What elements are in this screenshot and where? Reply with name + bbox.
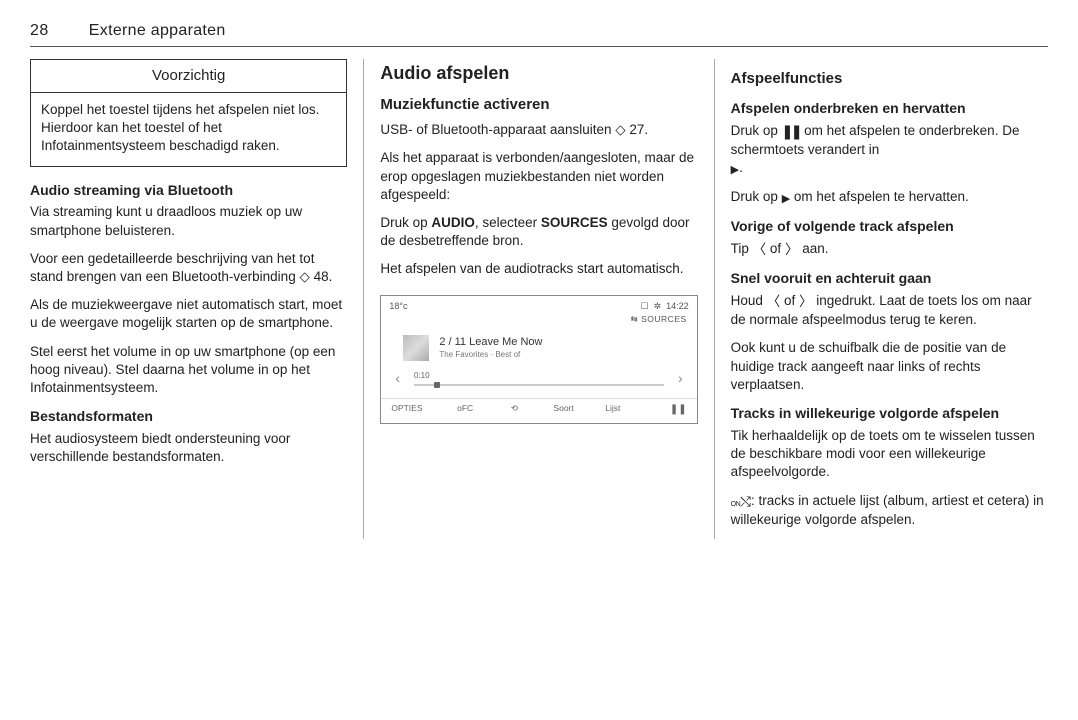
para-shuffle-2: ON⤭: tracks in actuele lijst (album, art… bbox=[731, 492, 1048, 529]
heading-prevnext: Vorige of volgende track afspelen bbox=[731, 217, 1048, 236]
para-connect-a: USB- of Bluetooth-apparaat aansluiten bbox=[380, 122, 615, 137]
prev-icon: ‹ bbox=[395, 369, 400, 388]
sh2: : tracks in actuele lijst (album, arties… bbox=[731, 493, 1044, 527]
para-slider: Ook kunt u de schuifbalk die de positie … bbox=[731, 339, 1048, 394]
heading-formats: Bestandsformaten bbox=[30, 407, 347, 426]
para-prevnext: Tip 〈 of 〉 aan. bbox=[731, 240, 1048, 259]
para-pause-2: Druk op ▶ om het afspelen te hervatten. bbox=[731, 188, 1048, 207]
infotainment-screenshot: 18°c ☐ ✲ 14:22 ⇆ SOURCES 2 / 11 Leave Me… bbox=[380, 295, 697, 424]
ss-clock: ☐ ✲ 14:22 bbox=[641, 300, 689, 312]
pn-c: aan. bbox=[798, 241, 828, 256]
para-formats: Het audiosysteem biedt ondersteuning voo… bbox=[30, 430, 347, 466]
ss-track-title: 2 / 11 Leave Me Now bbox=[439, 335, 542, 350]
heading-audio-playback: Audio afspelen bbox=[380, 61, 697, 85]
para-bt-3: Als de muziekweergave niet automatisch s… bbox=[30, 296, 347, 332]
ss-status-bar: 18°c ☐ ✲ 14:22 bbox=[381, 296, 696, 314]
para-auto-play: Het afspelen van de audiotracks start au… bbox=[380, 260, 697, 278]
para-if-connected: Als het apparaat is verbonden/aangeslote… bbox=[380, 149, 697, 204]
shuffle-on-icon: ON⤭ bbox=[731, 493, 751, 511]
next-icon: › bbox=[678, 369, 683, 388]
para-bt-1: Via streaming kunt u draadloos muziek op… bbox=[30, 203, 347, 239]
para-ffwd: Houd 〈 of 〉 ingedrukt. Laat de toets los… bbox=[731, 292, 1048, 329]
p3a: Druk op bbox=[380, 215, 431, 230]
chevron-right-icon: 〉 bbox=[785, 241, 799, 259]
heading-bluetooth: Audio streaming via Bluetooth bbox=[30, 181, 347, 200]
page-number: 28 bbox=[30, 20, 49, 42]
progress-bar-icon bbox=[414, 384, 664, 386]
p3b: , selecteer bbox=[475, 215, 541, 230]
para-bt-2a: Voor een gedetailleerde beschrijving van… bbox=[30, 251, 314, 284]
page-ref-27: ◇ 27 bbox=[615, 122, 644, 137]
para-pause-1: Druk op ❚❚ om het afspelen te onderbreke… bbox=[731, 122, 1048, 178]
pp2b: om het afspelen te hervatten. bbox=[790, 189, 969, 204]
chevron-right-icon-2: 〉 bbox=[799, 293, 813, 311]
pause-icon: ❚❚ bbox=[782, 123, 801, 141]
para-bt-2b: . bbox=[329, 269, 333, 284]
pp2a: Druk op bbox=[731, 189, 782, 204]
ss-btn-sort: Soort bbox=[539, 403, 588, 417]
column-1: Voorzichtig Koppel het toestel tijdens h… bbox=[30, 59, 363, 539]
column-3: Afspeelfuncties Afspelen onderbreken en … bbox=[714, 59, 1048, 539]
ss-track-row: 2 / 11 Leave Me Now The Favorites · Best… bbox=[381, 331, 696, 363]
pn-a: Tip bbox=[731, 241, 753, 256]
pn-b: of bbox=[766, 241, 785, 256]
para-connect: USB- of Bluetooth-apparaat aansluiten ◇ … bbox=[380, 121, 697, 139]
ss-progress: 0:10 bbox=[414, 371, 664, 386]
column-2: Audio afspelen Muziekfunctie activeren U… bbox=[363, 59, 713, 539]
ss-btn-options: OPTIES bbox=[391, 403, 440, 417]
heading-shuffle: Tracks in willekeurige volgorde afspelen bbox=[731, 404, 1048, 423]
label-audio: AUDIO bbox=[431, 215, 475, 230]
ss-sources-label: ⇆ SOURCES bbox=[381, 314, 696, 331]
heading-playback-functions: Afspeelfuncties bbox=[731, 69, 1048, 89]
ss-btn-pause: ❚❚ bbox=[637, 403, 686, 417]
pp1c: . bbox=[739, 160, 743, 175]
heading-activate-music: Muziekfunctie activeren bbox=[380, 95, 697, 115]
ss-btn-3: ⟲ bbox=[490, 403, 539, 417]
caution-box: Voorzichtig Koppel het toestel tijdens h… bbox=[30, 59, 347, 167]
ss-album-title: The Favorites · Best of bbox=[439, 350, 542, 361]
ff-b: of bbox=[780, 293, 799, 308]
heading-pause: Afspelen onderbreken en hervatten bbox=[731, 99, 1048, 118]
ff-a: Houd bbox=[731, 293, 767, 308]
ss-btn-list: Lijst bbox=[588, 403, 637, 417]
play-icon: ▶ bbox=[731, 163, 739, 178]
ss-temp: 18°c bbox=[389, 300, 407, 312]
para-bt-2: Voor een gedetailleerde beschrijving van… bbox=[30, 250, 347, 286]
para-press-audio: Druk op AUDIO, selecteer SOURCES gevolgd… bbox=[380, 214, 697, 250]
page-header: 28 Externe apparaten bbox=[30, 20, 1048, 47]
album-art-icon bbox=[403, 335, 429, 361]
play-icon-2: ▶ bbox=[782, 192, 790, 207]
caution-body: Koppel het toestel tijdens het afspelen … bbox=[31, 93, 346, 166]
caution-title: Voorzichtig bbox=[31, 60, 346, 93]
ss-elapsed: 0:10 bbox=[414, 371, 664, 382]
para-connect-b: . bbox=[644, 122, 648, 137]
ss-btn-2: oFC bbox=[441, 403, 490, 417]
page-ref-48: ◇ 48 bbox=[299, 269, 328, 284]
pp1a: Druk op bbox=[731, 123, 782, 138]
para-bt-4: Stel eerst het volume in op uw smartphon… bbox=[30, 343, 347, 398]
para-shuffle-1: Tik herhaaldelijk op de toets om te wiss… bbox=[731, 427, 1048, 482]
ss-progress-row: ‹ 0:10 › bbox=[381, 363, 696, 398]
chevron-left-icon-2: 〈 bbox=[767, 293, 781, 311]
content-columns: Voorzichtig Koppel het toestel tijdens h… bbox=[30, 59, 1048, 539]
chevron-left-icon: 〈 bbox=[753, 241, 767, 259]
chapter-title: Externe apparaten bbox=[89, 20, 226, 42]
ss-bottom-bar: OPTIES oFC ⟲ Soort Lijst ❚❚ bbox=[381, 398, 696, 423]
ss-track-meta: 2 / 11 Leave Me Now The Favorites · Best… bbox=[439, 335, 542, 361]
label-sources: SOURCES bbox=[541, 215, 608, 230]
heading-ffwd: Snel vooruit en achteruit gaan bbox=[731, 269, 1048, 288]
